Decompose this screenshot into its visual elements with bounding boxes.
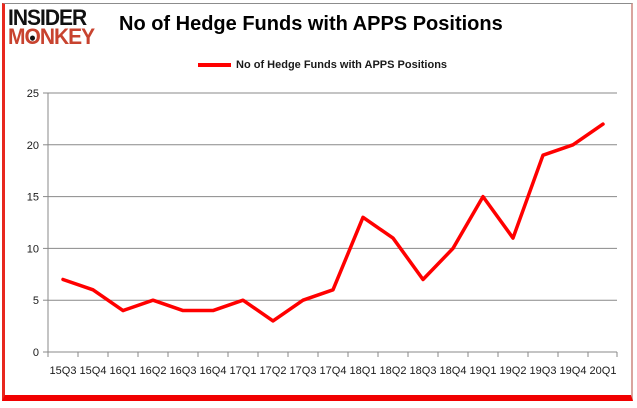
x-axis-label: 18Q3 (410, 365, 437, 377)
y-axis-label: 0 (33, 347, 39, 359)
logo-monkey-rest: NKEY (39, 24, 95, 50)
data-line-series (61, 122, 605, 323)
x-axis-label: 17Q3 (290, 365, 317, 377)
legend-line-swatch-icon (198, 63, 231, 67)
y-axis-label: 25 (27, 88, 39, 100)
y-axis-label: 15 (27, 192, 39, 204)
legend-label: No of Hedge Funds with APPS Positions (236, 59, 448, 71)
y-axis-label: 20 (27, 140, 39, 152)
x-axis-label: 19Q3 (530, 365, 557, 377)
y-axis-label: 10 (27, 243, 39, 255)
logo-text-insider: INSIDER (8, 5, 87, 31)
legend: No of Hedge Funds with APPS Positions (198, 58, 447, 72)
insider-monkey-logo: INSIDER MONKEY (8, 7, 118, 55)
x-axis-label: 16Q1 (110, 365, 137, 377)
x-axis-label: 17Q2 (260, 365, 287, 377)
x-axis-label: 19Q1 (470, 365, 497, 377)
x-axis-label: 16Q4 (200, 365, 227, 377)
x-axis-label: 16Q3 (170, 365, 197, 377)
x-axis-label: 15Q4 (80, 365, 107, 377)
x-axis-label: 17Q1 (230, 365, 257, 377)
x-axis-label: 19Q4 (560, 365, 587, 377)
y-axis-label: 5 (33, 295, 39, 307)
x-axis-label: 15Q3 (50, 365, 77, 377)
x-axis-label: 18Q2 (380, 365, 407, 377)
x-axis-label: 17Q4 (320, 365, 347, 377)
logo-monkey-eye-icon: O (24, 24, 41, 50)
chart-title: No of Hedge Funds with APPS Positions (119, 13, 503, 35)
x-axis-label: 18Q1 (350, 365, 377, 377)
logo-text-monkey: MONKEY (8, 26, 118, 48)
logo-monkey-m: M (8, 24, 25, 50)
x-axis-label: 16Q2 (140, 365, 167, 377)
x-axis-label: 20Q1 (590, 365, 617, 377)
x-axis-label: 18Q4 (440, 365, 467, 377)
x-axis-label: 19Q2 (500, 365, 527, 377)
